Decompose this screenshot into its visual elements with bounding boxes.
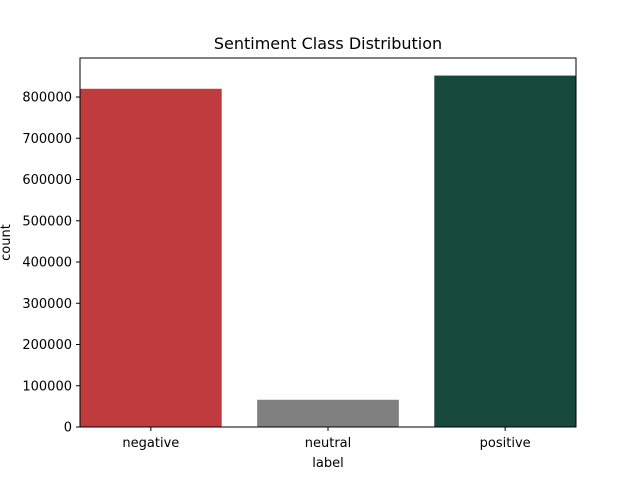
y-tick-label: 200000 <box>22 338 72 353</box>
y-axis-label: count <box>0 224 14 261</box>
x-tick-label: positive <box>480 436 531 451</box>
y-tick-label: 100000 <box>22 379 72 394</box>
bar-positive <box>434 75 576 428</box>
chart-title: Sentiment Class Distribution <box>214 34 442 53</box>
axes-frame <box>79 57 577 428</box>
y-tick-label: 800000 <box>22 91 72 106</box>
plot-area: negative neutral positive 0 100000 200000 3000… <box>22 75 576 451</box>
y-tick-label: 600000 <box>22 173 72 188</box>
bar-negative <box>80 88 222 427</box>
x-axis-label: label <box>312 456 343 471</box>
y-tick-label: 400000 <box>22 256 72 271</box>
y-tick-label: 700000 <box>22 132 72 147</box>
y-tick-label: 500000 <box>22 214 72 229</box>
y-tick-label: 300000 <box>22 297 72 312</box>
y-tick-label: 0 <box>64 421 72 436</box>
bar-neutral <box>257 399 399 427</box>
x-tick-label: neutral <box>305 436 352 451</box>
x-tick-label: negative <box>122 436 179 451</box>
